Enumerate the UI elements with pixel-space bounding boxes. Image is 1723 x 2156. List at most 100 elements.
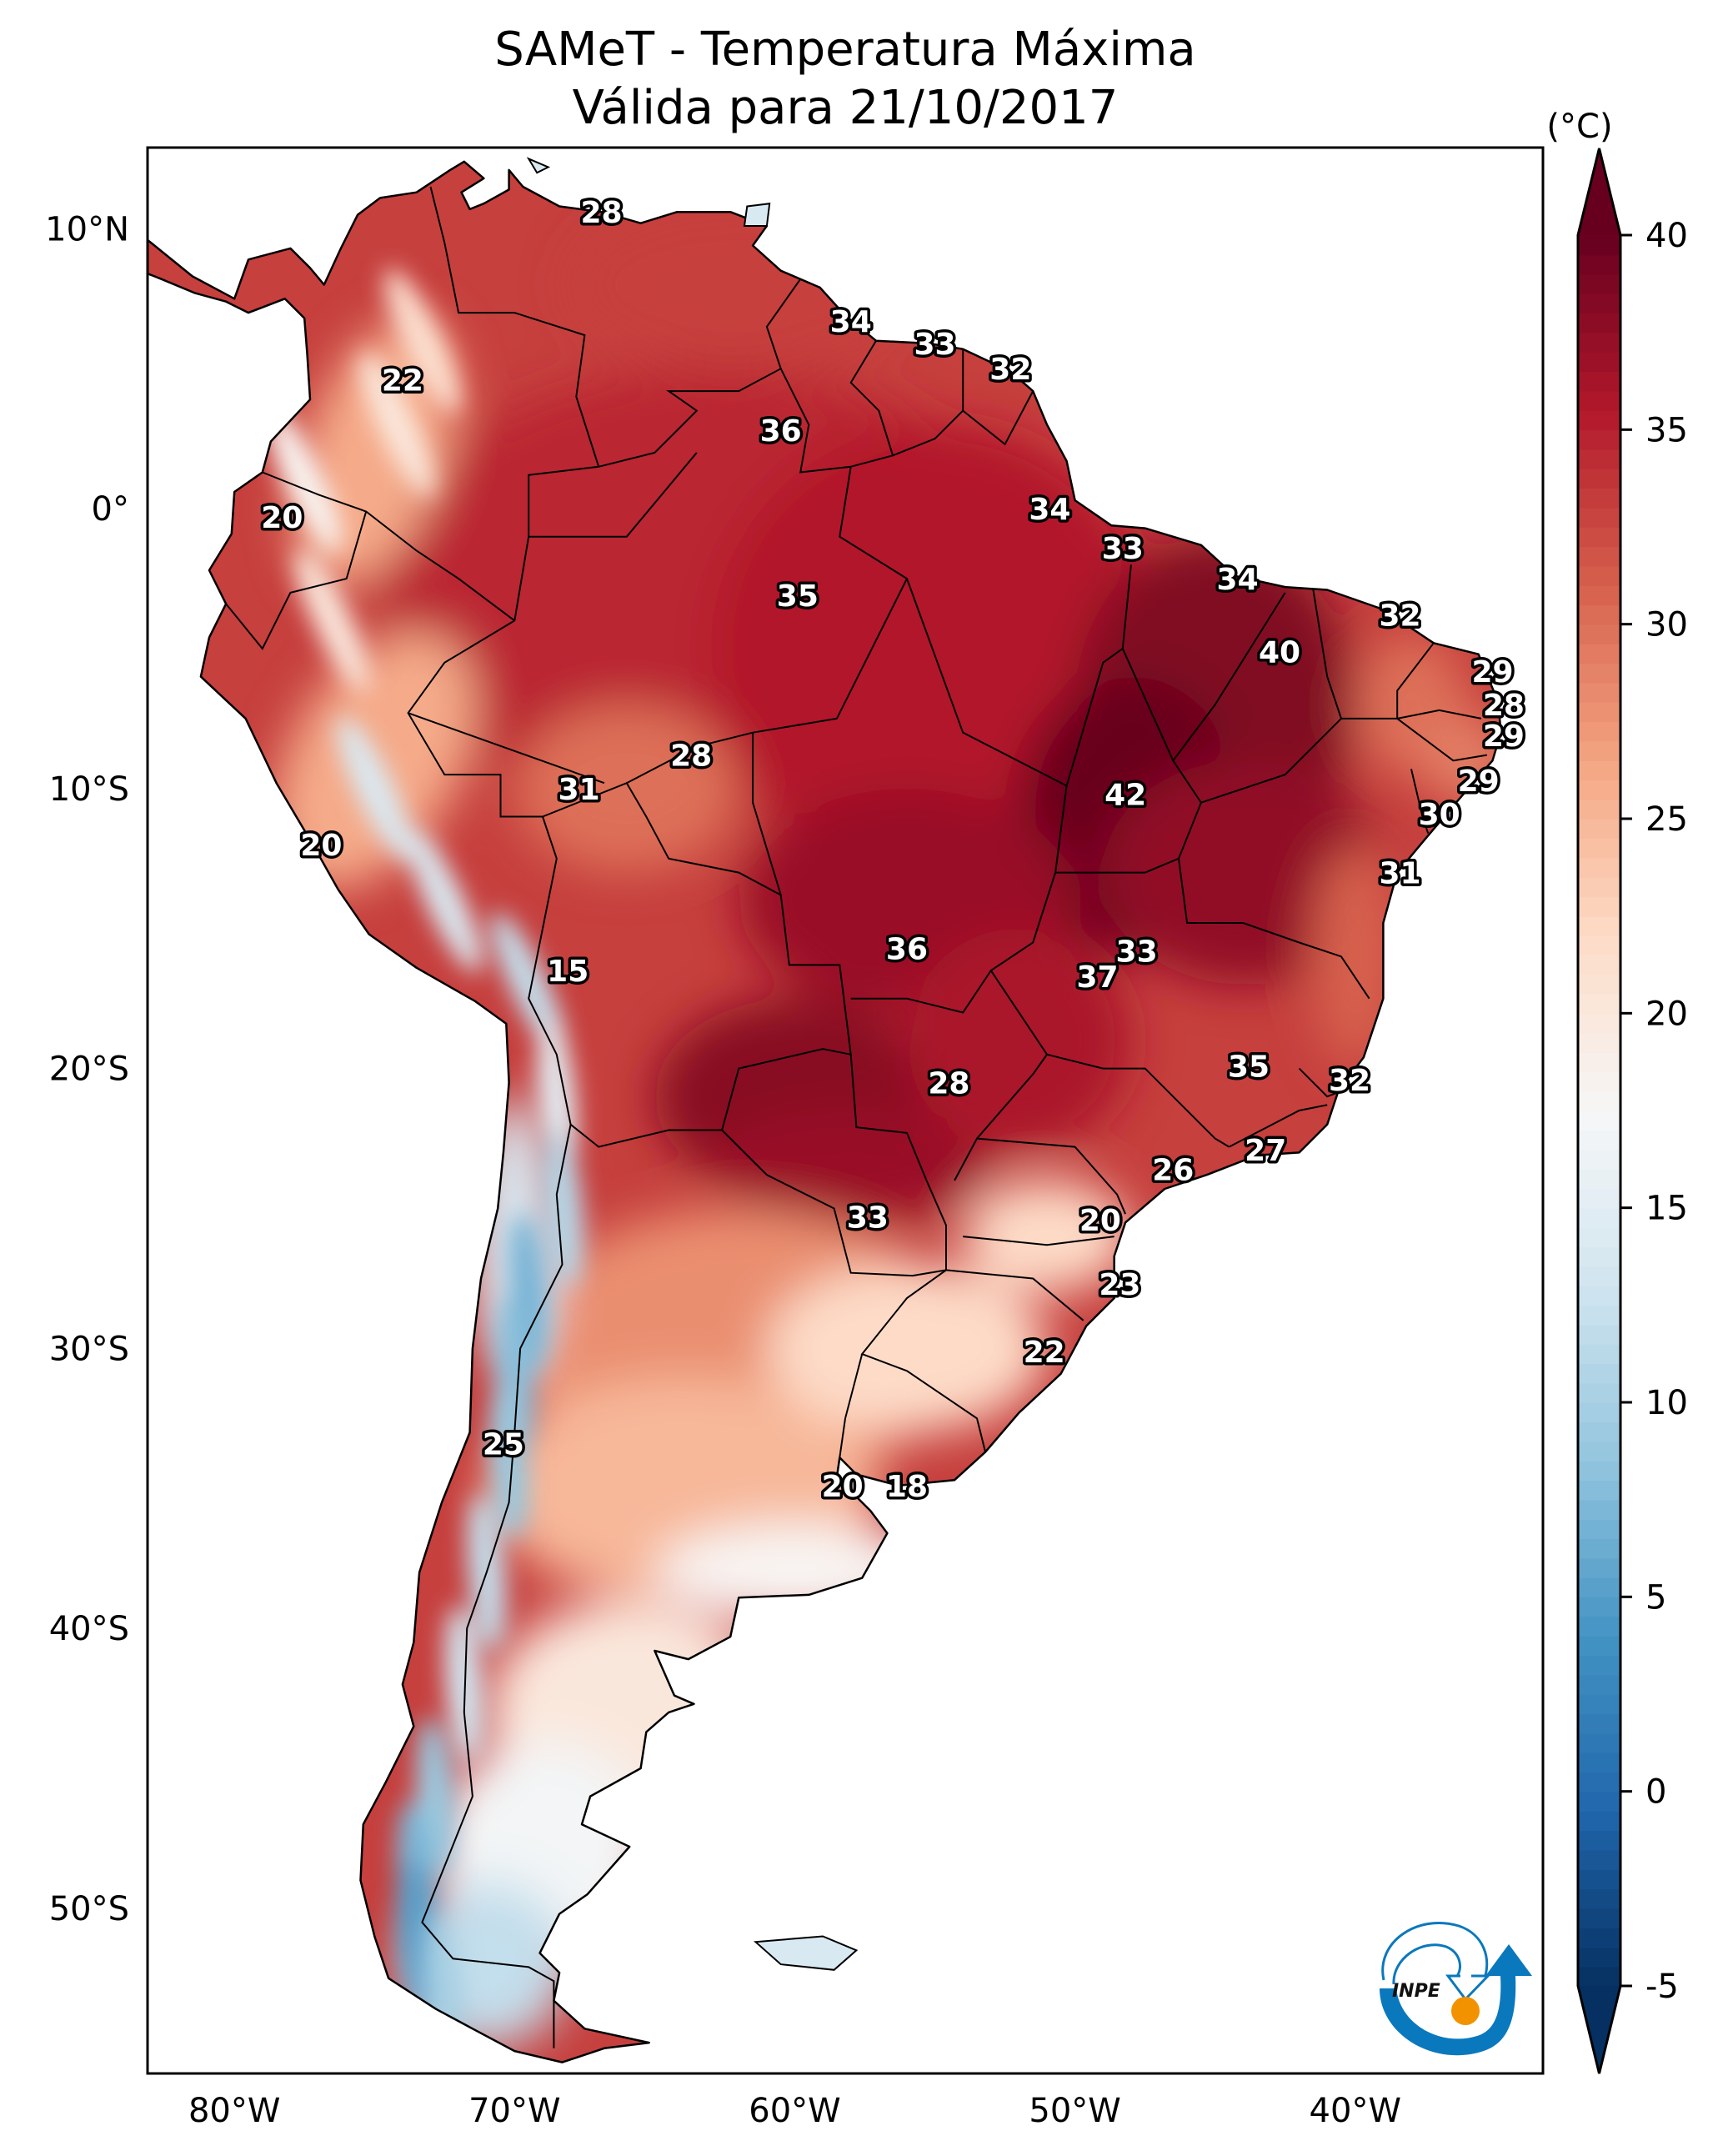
temperature-label: 31 [558,773,600,807]
colorbar-segment [1578,760,1620,781]
colorbar-segment [1578,1324,1620,1345]
colorbar-segment [1578,1130,1620,1151]
colorbar-segment [1578,1713,1620,1734]
temperature-label: 34 [830,305,872,339]
border-line [598,278,802,468]
colorbar-segment [1578,896,1620,917]
colorbar-segment [1578,527,1620,548]
colorbar-segment [1578,1694,1620,1715]
colorbar-segment [1578,1616,1620,1637]
temperature-zone [514,704,739,873]
colorbar-segment [1578,604,1620,625]
colorbar-segment [1578,1421,1620,1442]
y-tick-label: 0° [92,490,129,529]
colorbar-segment [1578,1674,1620,1695]
colorbar-tick-label: 0 [1645,1773,1666,1812]
andes-cold-zone [295,548,370,694]
temperature-label: 33 [1102,532,1144,566]
y-tick-label: 30°S [49,1330,129,1368]
andes-cold-zone [444,1605,484,1763]
colorbar-segment [1578,682,1620,703]
colorbar-segment [1578,1947,1620,1968]
border-line [1229,1104,1328,1148]
colorbar-segment [1578,663,1620,684]
colorbar-unit-label: (°C) [1546,108,1612,146]
colorbar-segment [1578,565,1620,586]
colorbar-segment [1578,273,1620,294]
y-tick-label: 20°S [49,1050,129,1089]
temperature-label: 26 [1152,1154,1194,1188]
colorbar-segment [1578,1849,1620,1870]
colorbar-segment [1578,1636,1620,1657]
colorbar-segment [1578,740,1620,761]
colorbar-segment [1578,1461,1620,1482]
temperature-label: 32 [1380,599,1421,634]
colorbar-segment [1578,1538,1620,1559]
colorbar: (°C) 40 35 30 25 20 15 10 5 0 -5 [1546,108,1688,2074]
temperature-label: 42 [1104,779,1146,813]
colorbar-segment [1578,469,1620,489]
border-line [1172,592,1286,761]
temperature-zone [963,1180,1131,1293]
temperature-label: 29 [1458,765,1500,799]
colorbar-segment [1578,1480,1620,1501]
colorbar-segment [1578,955,1620,975]
andes-cold-zone [384,268,460,414]
temperature-label: 28 [1483,689,1525,723]
temperature-field [148,161,1501,2063]
temperature-label: 35 [1228,1050,1270,1084]
colorbar-segment [1578,293,1620,314]
colorbar-segment [1578,507,1620,528]
temperature-label: 28 [928,1066,969,1101]
border-line [954,1054,1048,1181]
colorbar-segment [1578,819,1620,840]
colorbar-segment [1578,332,1620,353]
colorbar-segment [1578,1791,1620,1812]
colorbar-segment [1578,1382,1620,1403]
border-line [1055,648,1203,874]
temperature-label: 20 [822,1470,864,1504]
colorbar-segment [1578,1266,1620,1286]
temperature-label: 33 [914,328,956,362]
border-line [963,1236,1114,1246]
colorbar-segment [1578,1402,1620,1423]
colorbar-tick-label: 25 [1645,800,1688,839]
border-line [892,348,964,457]
x-axis-ticks: 80°W 70°W 60°W 50°W 40°W [188,2092,1401,2130]
colorbar-segment [1578,1013,1620,1034]
temperature-label: 29 [1471,655,1513,689]
colorbar-extend-max [1578,148,1620,235]
colorbar-segment [1578,1286,1620,1306]
colorbar-segment [1578,1169,1620,1190]
colorbar-segment [1578,1830,1620,1851]
colorbar-segment [1578,1344,1620,1365]
temperature-label: 18 [886,1470,928,1504]
colorbar-segment [1578,1227,1620,1248]
temperature-zone [710,1111,991,1223]
colorbar-segment [1578,410,1620,431]
colorbar-segment [1578,1732,1620,1753]
temperature-label: 20 [261,501,303,535]
logo-swoosh-arrow [1380,1944,1532,2056]
border-line [528,452,698,538]
colorbar-tick-label: 20 [1645,995,1688,1033]
border-line [962,390,1034,446]
colorbar-tick-label: 5 [1645,1578,1666,1617]
colorbar-segment [1578,1557,1620,1578]
colorbar-segment [1578,1577,1620,1598]
border-line [528,816,572,1125]
border-line [1065,564,1132,786]
colorbar-segment [1578,780,1620,800]
colorbar-extend-min [1578,1986,1620,2073]
colorbar-segment [1578,1499,1620,1520]
islands [526,157,859,1971]
border-line [429,186,600,468]
colorbar-segment [1578,1188,1620,1209]
colorbar-segment [1578,1032,1620,1053]
andes-cold-zone [267,408,343,554]
colorbar-tick-label: 35 [1645,411,1688,449]
colorbar-segment [1578,313,1620,333]
border-line [976,1137,1127,1215]
